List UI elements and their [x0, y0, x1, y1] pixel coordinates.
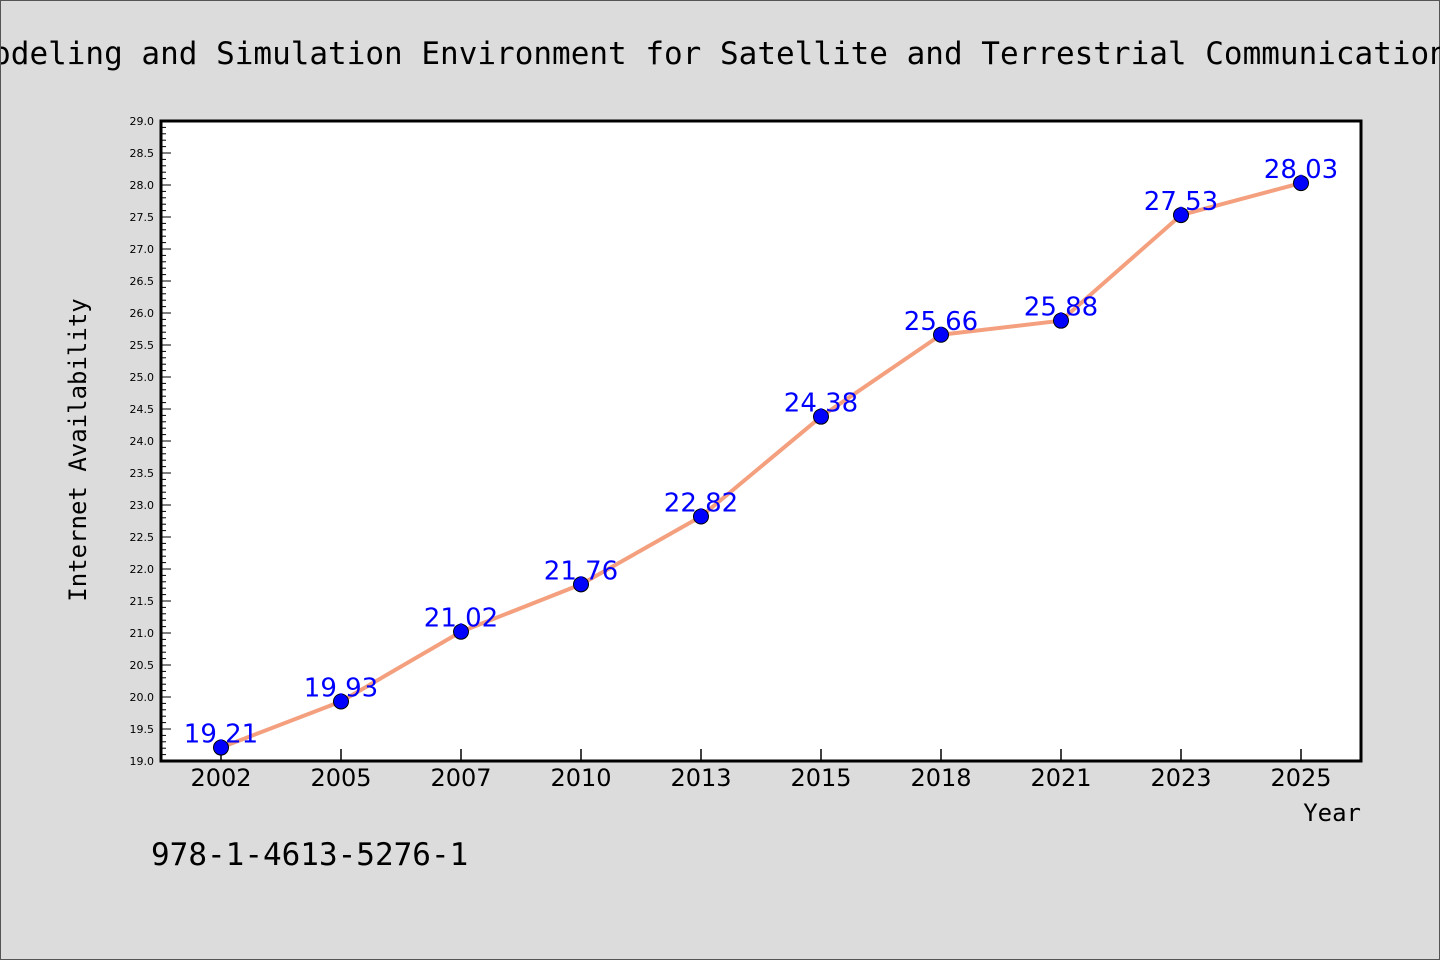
- y-tick-label: 21.5: [130, 595, 155, 608]
- y-tick-label: 20.0: [130, 691, 155, 704]
- y-tick-label: 28.5: [130, 147, 155, 160]
- y-tick-label: 27.0: [130, 243, 155, 256]
- y-tick-label: 24.5: [130, 403, 155, 416]
- y-tick-label: 26.0: [130, 307, 155, 320]
- y-tick-label: 19.0: [130, 755, 155, 768]
- data-labels: 19.21 19.93 21.02 21.76 22.82 24.38 25.66 25.88…: [184, 155, 1338, 749]
- data-point: [213, 739, 229, 756]
- x-axis-ticks: 2002 2005 2007 2010 2013 2015 2018 2021 2023 2025: [190, 749, 1332, 792]
- data-label: 25.88: [1024, 293, 1098, 323]
- data-label: 21.02: [424, 604, 498, 634]
- x-tick-label: 2015: [790, 764, 851, 792]
- x-tick-label: 2002: [190, 764, 251, 792]
- series-path: [219, 181, 1303, 750]
- y-tick-label: 24.0: [130, 435, 155, 448]
- data-point: [573, 576, 589, 593]
- data-label: 21.76: [544, 556, 618, 586]
- y-tick-label: 28.0: [130, 179, 155, 192]
- y-axis-label: Internet Availability: [64, 298, 92, 601]
- data-point: [333, 693, 349, 710]
- data-label: 22.82: [664, 489, 738, 519]
- data-label: 27.53: [1144, 187, 1218, 217]
- data-label: 28.03: [1264, 155, 1338, 185]
- data-point: [933, 326, 949, 343]
- y-tick-label: 21.0: [130, 627, 155, 640]
- y-tick-label: 25.0: [130, 371, 155, 384]
- x-axis-label: Year: [1303, 799, 1361, 827]
- y-tick-label: 22.0: [130, 563, 155, 576]
- series-line: [219, 181, 1303, 750]
- plot-frame: [159, 119, 1363, 763]
- x-tick-label: 2010: [550, 764, 611, 792]
- x-tick-label: 2025: [1270, 764, 1331, 792]
- y-axis-ticks: 19.0 19.5 20.0 20.5 21.0 21.5 22.0 22.5 23.0 23.5…: [130, 115, 171, 768]
- data-point: [813, 408, 829, 425]
- data-label: 19.93: [304, 673, 378, 703]
- data-label: 25.66: [904, 307, 978, 337]
- y-tick-label: 19.5: [130, 723, 155, 736]
- x-tick-label: 2013: [670, 764, 731, 792]
- y-tick-label: 27.5: [130, 211, 155, 224]
- data-point: [453, 623, 469, 640]
- y-tick-label: 29.0: [130, 115, 155, 128]
- y-tick-label: 26.5: [130, 275, 155, 288]
- x-tick-label: 2007: [430, 764, 491, 792]
- data-point: [693, 508, 709, 525]
- data-point: [1293, 175, 1309, 192]
- chart-title: Modeling and Simulation Environment for …: [1, 36, 1440, 72]
- footnote-isbn: 978-1-4613-5276-1: [151, 837, 468, 873]
- x-tick-label: 2005: [310, 764, 371, 792]
- data-point: [1053, 312, 1069, 329]
- x-tick-label: 2021: [1030, 764, 1091, 792]
- y-tick-label: 20.5: [130, 659, 155, 672]
- data-label: 19.21: [184, 720, 258, 750]
- y-tick-label: 23.0: [130, 499, 155, 512]
- data-label: 24.38: [784, 389, 858, 419]
- y-tick-label: 22.5: [130, 531, 155, 544]
- data-point: [1173, 207, 1189, 224]
- x-tick-label: 2018: [910, 764, 971, 792]
- series-markers: [213, 175, 1309, 756]
- x-tick-label: 2023: [1150, 764, 1211, 792]
- plot-area: [161, 121, 1361, 761]
- y-tick-label: 23.5: [130, 467, 155, 480]
- y-tick-label: 25.5: [130, 339, 155, 352]
